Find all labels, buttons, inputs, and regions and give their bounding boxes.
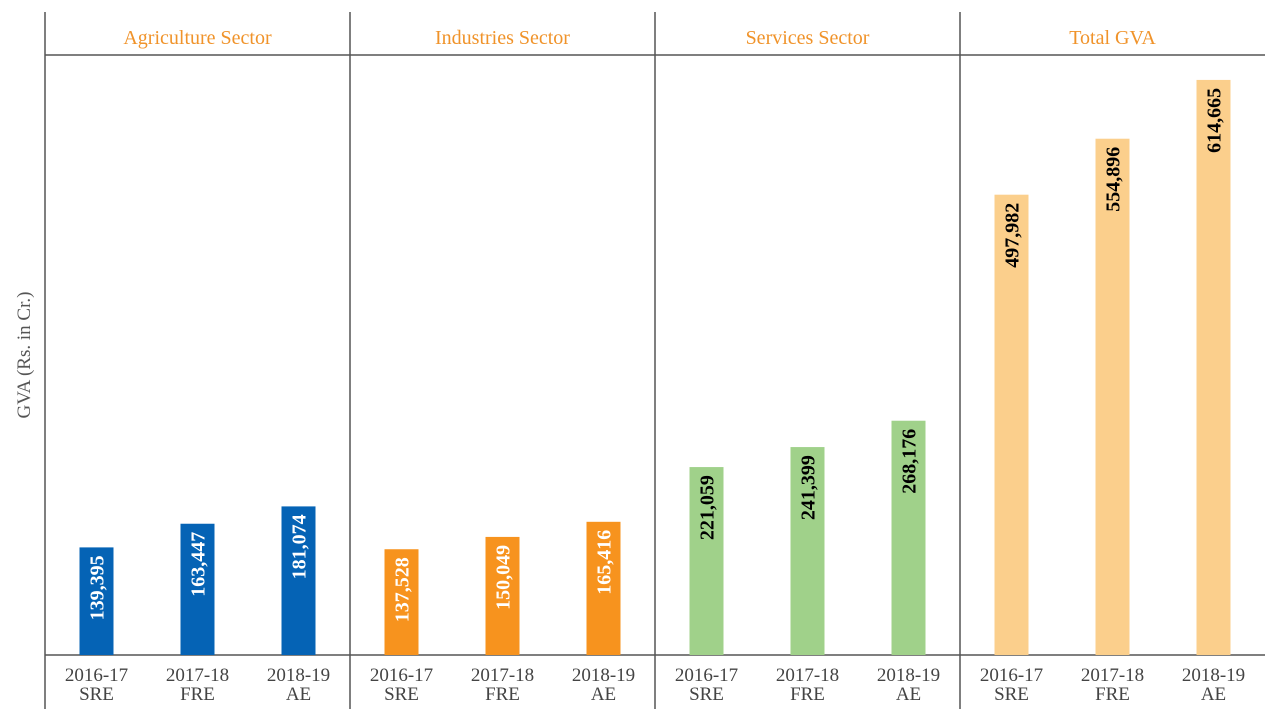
value-label: 181,074	[289, 514, 311, 579]
x-tick-label: 2017-18 FRE	[470, 665, 535, 705]
bar	[1196, 79, 1231, 655]
x-tick-label: 2018-19 AE	[266, 665, 331, 705]
x-tick-label: 2018-19 AE	[571, 665, 636, 705]
x-tick-label: 2016-17 SRE	[674, 665, 739, 705]
value-label: 139,395	[87, 555, 109, 620]
bar	[790, 447, 825, 655]
bar	[485, 536, 520, 655]
bar	[79, 547, 114, 655]
panel-frame	[44, 12, 1265, 709]
x-tick-label: 2017-18 FRE	[1080, 665, 1145, 705]
bar	[994, 194, 1029, 656]
x-tick-label: 2016-17 SRE	[64, 665, 129, 705]
x-tick-label: 2016-17 SRE	[369, 665, 434, 705]
bar	[384, 549, 419, 655]
value-label: 163,447	[188, 532, 210, 597]
bar	[689, 467, 724, 655]
value-label: 221,059	[697, 475, 719, 540]
x-tick-label: 2016-17 SRE	[979, 665, 1044, 705]
x-tick-label: 2018-19 AE	[876, 665, 941, 705]
value-label: 165,416	[594, 530, 616, 595]
value-label: 554,896	[1103, 147, 1125, 212]
panel-title: Agriculture Sector	[123, 27, 272, 49]
value-label: 497,982	[1002, 203, 1024, 268]
x-tick-label: 2017-18 FRE	[775, 665, 840, 705]
value-label: 268,176	[899, 429, 921, 494]
y-axis-label: GVA (Rs. in Cr.)	[14, 292, 35, 419]
value-label: 614,665	[1204, 88, 1226, 153]
panel-title: Total GVA	[1069, 27, 1156, 49]
x-tick-label: 2017-18 FRE	[165, 665, 230, 705]
value-label: 150,049	[493, 545, 515, 610]
bar	[1095, 138, 1130, 655]
bar	[891, 420, 926, 655]
bar	[281, 506, 316, 655]
panel-title: Services Sector	[746, 27, 870, 49]
bar	[586, 521, 621, 655]
panel-title: Industries Sector	[435, 27, 570, 49]
value-label: 241,399	[798, 455, 820, 520]
bar	[180, 523, 215, 655]
x-tick-label: 2018-19 AE	[1181, 665, 1246, 705]
value-label: 137,528	[392, 557, 414, 622]
